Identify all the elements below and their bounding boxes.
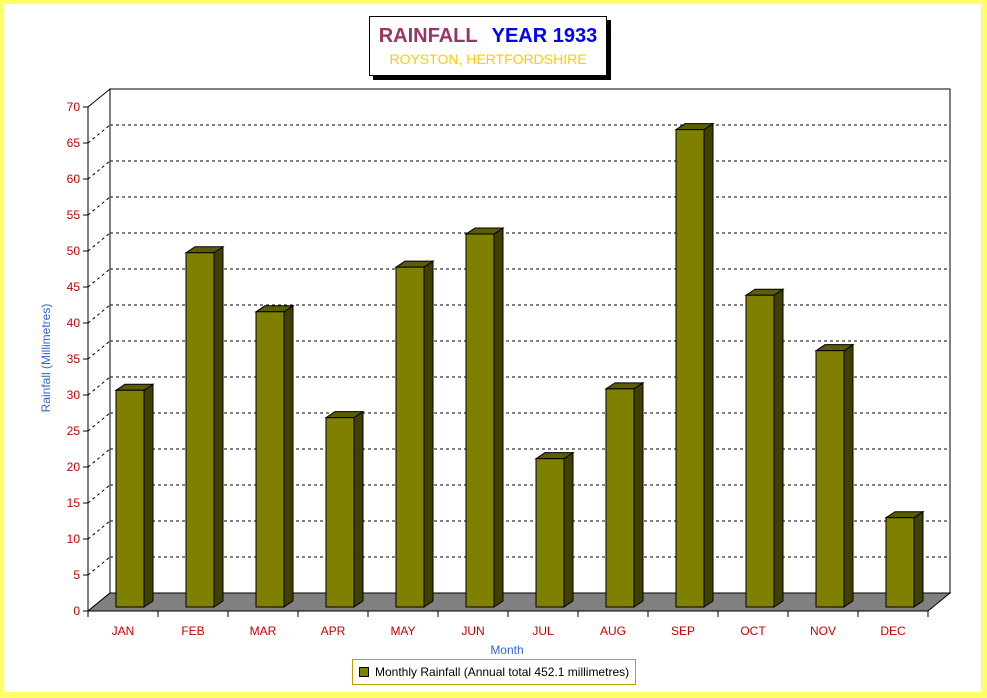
bar-mar bbox=[254, 304, 295, 608]
bar-jan bbox=[114, 383, 155, 608]
bar-nov bbox=[814, 343, 855, 608]
title-line: RAINFALL YEAR 1933 bbox=[370, 24, 606, 48]
legend: Monthly Rainfall (Annual total 452.1 mil… bbox=[352, 659, 637, 685]
x-tick-label: OCT bbox=[740, 624, 766, 638]
bar-side bbox=[563, 451, 574, 608]
x-tick-label: DEC bbox=[880, 624, 906, 638]
legend-swatch bbox=[359, 667, 369, 677]
gridline-side bbox=[87, 268, 111, 288]
gridline-side bbox=[87, 376, 111, 396]
gridline-side bbox=[87, 196, 111, 216]
bar-oct bbox=[744, 288, 785, 608]
y-tick-label: 5 bbox=[73, 568, 80, 582]
chart-subtitle: ROYSTON, HERTFORDSHIRE bbox=[389, 51, 587, 67]
bar-side bbox=[283, 304, 294, 608]
y-tick-label: 70 bbox=[67, 100, 81, 114]
y-tick-label: 50 bbox=[67, 244, 81, 258]
x-tick-label: AUG bbox=[600, 624, 626, 638]
x-axis-title: Month bbox=[490, 643, 523, 657]
gridline-side bbox=[87, 412, 111, 432]
gridline-side bbox=[87, 124, 111, 144]
x-tick-label: MAY bbox=[390, 624, 415, 638]
bar-aug bbox=[604, 381, 645, 608]
bar-may bbox=[394, 260, 435, 608]
x-tick-label: JUL bbox=[532, 624, 554, 638]
bar-side bbox=[423, 260, 434, 608]
bar-side bbox=[353, 410, 364, 608]
bar-front bbox=[815, 350, 845, 608]
bar-front bbox=[605, 388, 635, 608]
x-tick-label: JUN bbox=[461, 624, 484, 638]
y-tick-label: 35 bbox=[67, 352, 81, 366]
chart-title-year: YEAR 1933 bbox=[491, 25, 598, 47]
bar-sep bbox=[674, 122, 715, 608]
bar-front bbox=[115, 389, 145, 608]
bar-side bbox=[913, 510, 924, 608]
x-tick-labels: JAN FEB MAR APR MAY JUN JUL AUG SEP OCT NOV DEC bbox=[112, 624, 906, 638]
bar-jun bbox=[464, 227, 505, 608]
x-tick-label: NOV bbox=[810, 624, 836, 638]
x-tick-label: JAN bbox=[112, 624, 135, 638]
y-tick-label: 40 bbox=[67, 316, 81, 330]
y-tick-label: 55 bbox=[67, 208, 81, 222]
y-axis-title: Rainfall (Millimetres) bbox=[39, 304, 53, 413]
bar-side bbox=[773, 288, 784, 608]
legend-label: Monthly Rainfall (Annual total 452.1 mil… bbox=[375, 665, 630, 679]
bar-side bbox=[143, 383, 154, 608]
x-tick-label: SEP bbox=[671, 624, 695, 638]
bar-front bbox=[535, 458, 565, 608]
bar-apr bbox=[324, 410, 365, 608]
gridline-side bbox=[87, 520, 111, 540]
y-tick-label: 15 bbox=[67, 496, 81, 510]
gridline-side bbox=[87, 340, 111, 360]
bar-front bbox=[745, 294, 775, 608]
y-tick-labels: 0 5 10 15 20 25 30 35 40 45 50 55 60 65 70 bbox=[67, 100, 81, 618]
bar-dec bbox=[884, 510, 925, 608]
bar-side bbox=[493, 227, 504, 608]
x-tick-label: FEB bbox=[181, 624, 204, 638]
y-tick-label: 60 bbox=[67, 172, 81, 186]
gridline-side bbox=[87, 484, 111, 504]
bar-side bbox=[843, 343, 854, 608]
y-tick-label: 0 bbox=[73, 604, 80, 618]
bar-side bbox=[633, 381, 644, 608]
gridline-side bbox=[87, 556, 111, 576]
bar-jul bbox=[534, 451, 575, 608]
gridline-side bbox=[87, 304, 111, 324]
bar-front bbox=[325, 417, 355, 608]
chart-title: RAINFALL bbox=[378, 25, 478, 47]
bar-front bbox=[255, 311, 285, 608]
bar-front bbox=[395, 266, 425, 608]
bar-side bbox=[213, 245, 224, 608]
gridline-side bbox=[87, 448, 111, 468]
bar-front bbox=[885, 517, 915, 608]
x-tick-label: APR bbox=[321, 624, 346, 638]
bar-side bbox=[703, 122, 714, 608]
y-tick-label: 25 bbox=[67, 424, 81, 438]
y-tick-label: 10 bbox=[67, 532, 81, 546]
bars bbox=[114, 122, 925, 608]
y-tick-label: 65 bbox=[67, 136, 81, 150]
bar-front bbox=[465, 233, 495, 608]
x-tick-label: MAR bbox=[250, 624, 277, 638]
bar-front bbox=[185, 252, 215, 608]
gridlines bbox=[87, 124, 950, 576]
gridline-side bbox=[87, 232, 111, 252]
chart-title-box: RAINFALL YEAR 1933 ROYSTON, HERTFORDSHIRE bbox=[369, 16, 607, 76]
y-tick-label: 20 bbox=[67, 460, 81, 474]
bar-front bbox=[675, 129, 705, 608]
bar-feb bbox=[184, 245, 225, 608]
y-tick-label: 45 bbox=[67, 280, 81, 294]
gridline-side bbox=[87, 160, 111, 180]
axes bbox=[83, 106, 929, 617]
y-tick-label: 30 bbox=[67, 388, 81, 402]
